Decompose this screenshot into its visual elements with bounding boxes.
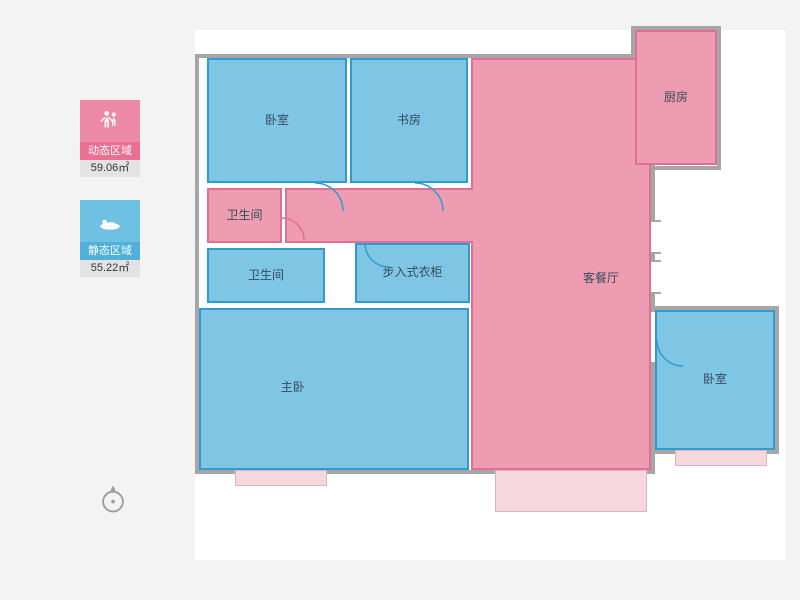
room-study: 书房 — [350, 58, 468, 183]
legend-static-value: 55.22㎡ — [80, 260, 140, 277]
legend-static: 静态区域 55.22㎡ — [80, 200, 140, 277]
balcony-mid — [495, 470, 647, 512]
floorplan: 客餐厅 卧室 书房 卫生间 步入式衣柜 卫生间 主卧 厨房 卧室 — [195, 30, 785, 560]
room-master-label: 主卧 — [281, 381, 305, 394]
room-bedroom-right-label: 卧室 — [703, 373, 727, 386]
room-toilet-bottom: 卫生间 — [207, 248, 325, 303]
legend-static-label: 静态区域 — [80, 242, 140, 260]
legend-dynamic-label: 动态区域 — [80, 142, 140, 160]
room-kitchen-label: 厨房 — [664, 91, 688, 104]
legend-static-icon-box — [80, 200, 140, 242]
balcony-right — [675, 450, 767, 466]
room-hall-strip — [285, 188, 473, 243]
room-toilet-top-label: 卫生间 — [226, 209, 262, 222]
room-toilet-bottom-label: 卫生间 — [248, 269, 284, 282]
room-bedroom-right: 卧室 — [655, 310, 775, 450]
room-walkin-closet: 步入式衣柜 — [355, 243, 470, 303]
sleep-icon — [97, 208, 123, 234]
room-study-label: 书房 — [397, 114, 421, 127]
opening-right-2 — [651, 260, 661, 294]
legend-dynamic: 动态区域 59.06㎡ — [80, 100, 140, 177]
room-bedroom-top-left: 卧室 — [207, 58, 347, 183]
legend-dynamic-value: 59.06㎡ — [80, 160, 140, 177]
balcony-left — [235, 470, 327, 486]
room-living-label: 客餐厅 — [583, 272, 619, 285]
room-kitchen: 厨房 — [635, 30, 717, 165]
room-living: 客餐厅 — [471, 58, 651, 470]
opening-right-1 — [651, 220, 661, 254]
room-walkin-closet-label: 步入式衣柜 — [382, 266, 442, 279]
people-icon — [97, 108, 123, 134]
legend-dynamic-icon-box — [80, 100, 140, 142]
compass-icon — [95, 480, 131, 516]
room-bedroom-top-left-label: 卧室 — [265, 114, 289, 127]
room-toilet-top: 卫生间 — [207, 188, 282, 243]
room-master: 主卧 — [199, 308, 469, 470]
